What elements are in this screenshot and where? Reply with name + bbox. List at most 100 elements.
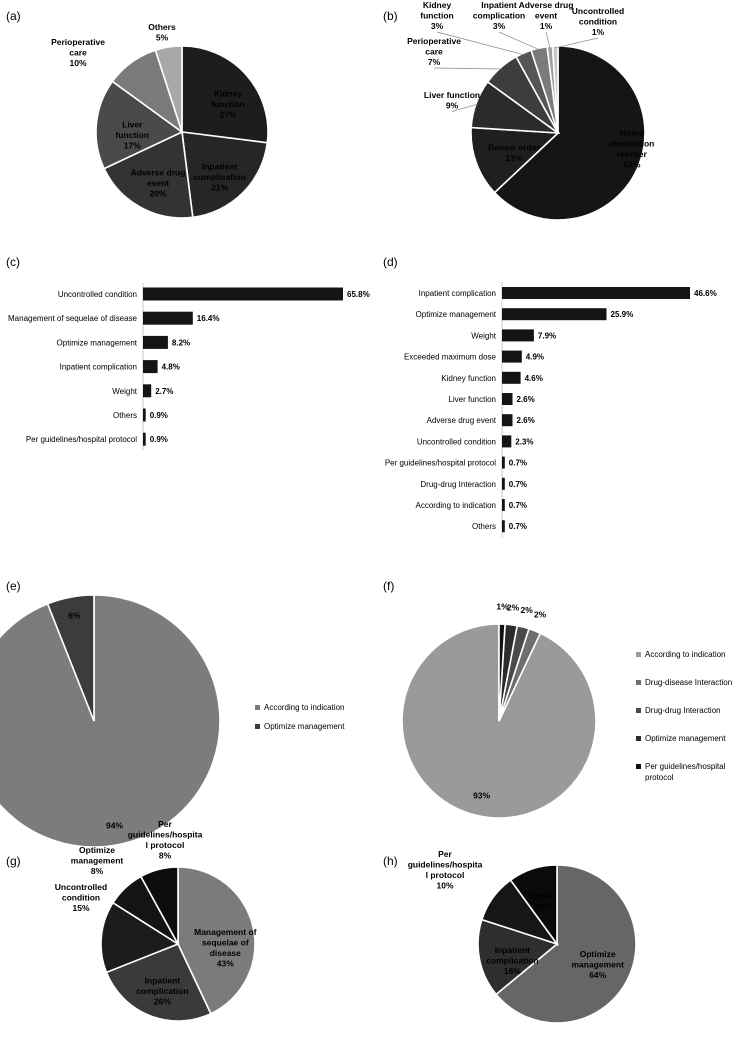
pie-label-other: Other 10%: [531, 891, 554, 912]
bar-others: [502, 520, 505, 533]
bar-exceeded-maximum-dose: [502, 350, 522, 363]
legend-swatch-per-guidelines-hospital-protocol: [636, 764, 641, 769]
pie-label-liver-function: Liver function 17%: [116, 119, 150, 150]
bar-value-label: 46.6%: [694, 289, 717, 298]
pie-chart-g: Management of sequelae of disease 43%Inpati…: [55, 819, 257, 1022]
panel-letter-e: (e): [6, 579, 21, 593]
bar-category-label: According to indication: [416, 501, 497, 510]
pie-slice-management-of-sequelae-of-disease: [177, 866, 256, 1015]
pie-slice-inpatient-complication: [105, 942, 212, 1022]
leader-line-kidney-function: [436, 31, 525, 56]
pie-chart-b: Home medication reorder 63% Renew order 13% Li…: [407, 0, 654, 221]
panel-letter-b: (b): [383, 9, 398, 23]
bar-value-label: 4.9%: [526, 353, 544, 362]
bar-category-label: Uncontrolled condition: [58, 290, 137, 299]
pie-slice-liver-function: [95, 80, 184, 170]
pie-label-inpatient-complication: Inpatient complication 21%: [193, 162, 245, 193]
pie-chart-a: Kidney function 27% Inpatient complication 21…: [51, 22, 269, 219]
bar-category-label: Weight: [471, 331, 497, 340]
panel-letter-f: (f): [383, 579, 394, 593]
bar-category-label: Kidney function: [441, 374, 496, 383]
legend-label-according-to-indication: According to indication: [645, 650, 726, 659]
pie-slice-per-guidelines-hospital-protocol: [498, 623, 506, 722]
pie-label-others: Others 5%: [148, 22, 176, 43]
bar-adverse-drug-event: [502, 414, 513, 427]
pie-slice-optimize-management: [46, 594, 95, 722]
bar-weight: [502, 329, 534, 342]
leader-line-inpatient-complication: [498, 31, 540, 51]
legend-swatch-optimize-management: [636, 736, 641, 741]
pie-label-per-guidelines-hospita-l-protocol: Per guidelines/hospita l protocol 8%: [128, 819, 203, 861]
pie-label-inpatient-complication: Inpatient complication 3%: [473, 0, 525, 31]
bar-others: [143, 408, 146, 422]
pie-chart-e: 94% 6% According to indication Optimize man…: [0, 594, 345, 848]
bar-uncontrolled-condition: [502, 435, 512, 448]
pie-chart-h: Optimize management 64% Inpatient complicati…: [408, 849, 637, 1024]
bar-category-label: Management of sequelae of disease: [8, 314, 138, 323]
pie-label-drug-drug-interaction: 2%: [521, 605, 534, 615]
bar-category-label: Weight: [112, 387, 138, 396]
pie-label-management-of-sequelae-of-disease: Management of sequelae of disease 43%: [194, 927, 257, 969]
pie-label-optimize-management: 6%: [68, 610, 81, 620]
pie-label-per-guidelines-hospital-protocol: 1%: [496, 602, 509, 612]
pie-label-liver-function: Liver function 9%: [424, 90, 480, 111]
pie-label-inpatient-complication: Inpatient complication 16%: [486, 945, 538, 976]
bar-value-label: 4.6%: [525, 374, 543, 383]
pie-slice-other: [509, 864, 558, 947]
bar-value-label: 0.7%: [509, 501, 527, 510]
bar-weight: [143, 384, 152, 398]
pie-label-optimize-management: 2%: [507, 602, 520, 612]
pie-slice-others: [154, 45, 183, 133]
pie-slice-renew-order: [470, 126, 560, 194]
pie-slice-according-to-indication: [0, 594, 221, 848]
bar-category-label: Per guidelines/hospital protocol: [385, 459, 496, 468]
bar-value-label: 0.7%: [509, 480, 527, 489]
pie-label-adverse-drug-event: Adverse drug event 1%: [519, 0, 574, 31]
bar-value-label: 2.6%: [517, 395, 535, 404]
bar-category-label: Inpatient complication: [419, 289, 496, 298]
pie-label-perioperative-care: Perioperative care 7%: [407, 36, 461, 67]
leader-line-uncontrolled-condition: [555, 37, 599, 49]
panel-letter-g: (g): [6, 854, 21, 868]
pie-slice-per-guidelines-hospita-l-protocol: [139, 866, 179, 945]
bar-category-label: Liver function: [448, 395, 496, 404]
bar-per-guidelines-hospital-protocol: [502, 456, 505, 469]
bar-drug-drug-interaction: [502, 477, 505, 490]
pie-label-optimize-management: Optimize management 8%: [71, 845, 124, 876]
leader-line-perioperative-care: [433, 67, 502, 70]
legend-swatch-according-to-indication: [636, 652, 641, 657]
panel-letter-a: (a): [6, 9, 21, 23]
bar-value-label: 25.9%: [611, 310, 634, 319]
bar-category-label: Drug-drug Interaction: [420, 480, 496, 489]
pie-label-according-to-indication: 93%: [473, 791, 490, 801]
pie-label-inpatient-complication: Inpatient complication 26%: [136, 975, 188, 1006]
leader-line-liver-function: [451, 103, 478, 112]
bar-value-label: 7.9%: [538, 331, 556, 340]
pie-label-renew-order: Renew order 13%: [488, 143, 540, 164]
panel-letter-c: (c): [6, 255, 20, 269]
panel-letter-d: (d): [383, 255, 398, 269]
legend-label-according-to-indication: According to indication: [264, 703, 345, 712]
bar-category-label: Uncontrolled condition: [417, 437, 496, 446]
pie-slice-home-medication-reorder: [493, 45, 646, 221]
bar-kidney-function: [502, 371, 521, 384]
bar-liver-function: [502, 393, 513, 405]
legend-label-drug-drug-interaction: Drug-drug Interaction: [645, 706, 721, 715]
bar-value-label: 0.9%: [150, 435, 168, 444]
bar-category-label: Others: [113, 411, 137, 420]
bar-value-label: 4.8%: [162, 363, 180, 372]
bar-inpatient-complication: [143, 360, 158, 374]
pie-label-drug-disease-interaction: 2%: [534, 609, 547, 619]
bar-optimize-management: [143, 335, 168, 349]
bar-inpatient-complication: [502, 287, 690, 299]
pie-label-home-medication-reorder: Home medication reorder 63%: [609, 128, 654, 170]
pie-label-optimize-management: Optimize management 64%: [571, 949, 624, 980]
bar-value-label: 0.9%: [150, 411, 168, 420]
leader-line-adverse-drug-event: [545, 31, 551, 49]
bar-category-label: Optimize management: [416, 310, 497, 319]
bar-uncontrolled-condition: [143, 287, 343, 301]
bar-category-label: Adverse drug event: [427, 416, 497, 425]
bar-value-label: 16.4%: [197, 314, 220, 323]
pie-label-adverse-drug-event: Adverse drug event 20%: [131, 168, 186, 199]
